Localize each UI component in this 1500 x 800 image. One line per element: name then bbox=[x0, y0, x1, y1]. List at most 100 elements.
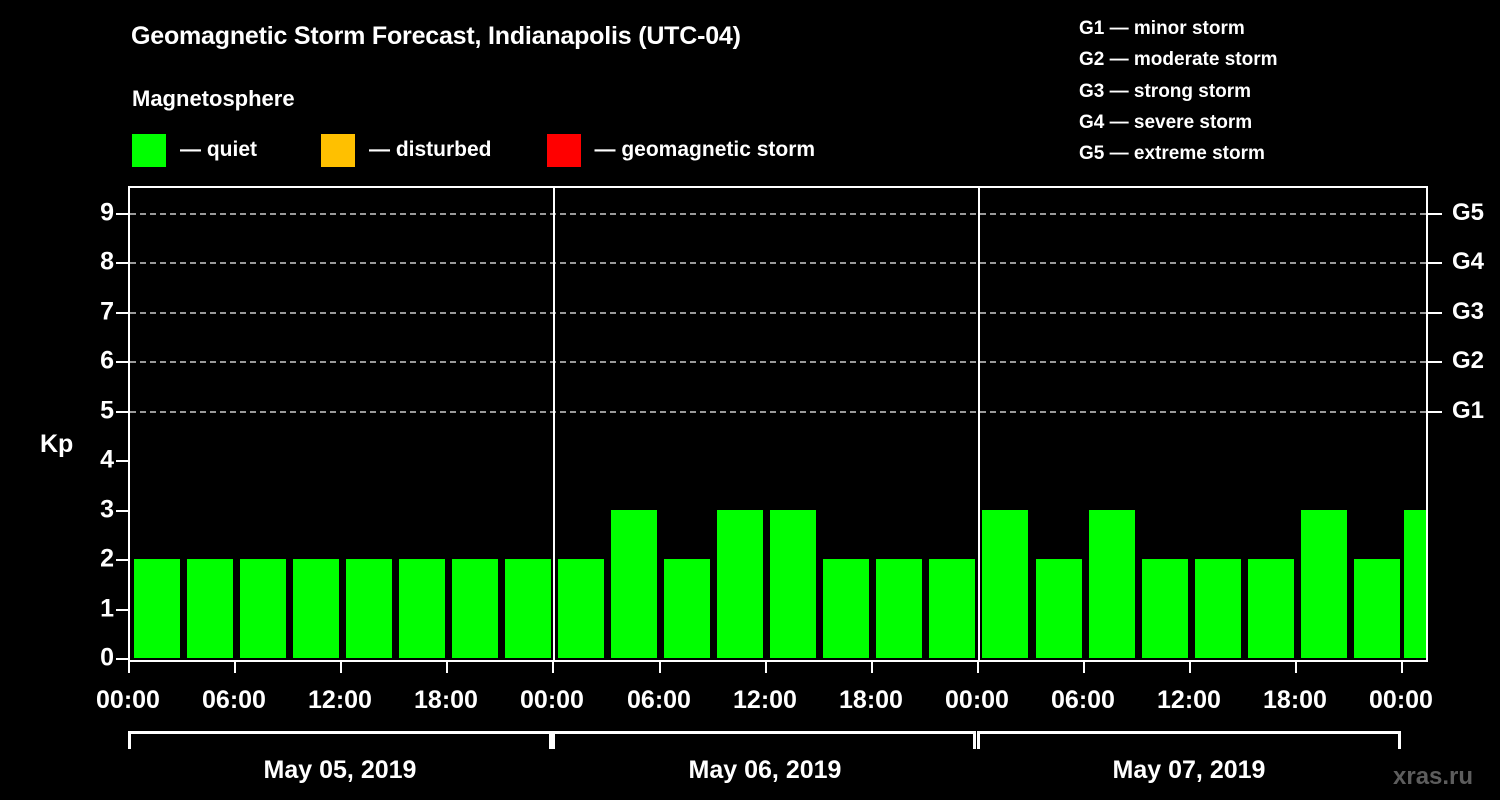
y-tick-2 bbox=[116, 559, 128, 562]
y-axis-title: Kp bbox=[40, 430, 74, 458]
day-separator bbox=[553, 188, 555, 660]
magnetosphere-label: Magnetosphere bbox=[132, 86, 295, 111]
bar bbox=[1036, 559, 1082, 658]
x-tick-label-1: 06:00 bbox=[202, 686, 266, 714]
legend: — quiet — disturbed — geomagnetic storm bbox=[132, 133, 815, 167]
bar bbox=[399, 559, 445, 658]
g-label-G4: G4 bbox=[1452, 248, 1485, 276]
bar bbox=[929, 559, 975, 658]
y-tick-label-3: 3 bbox=[100, 495, 114, 524]
red-square-swatch bbox=[546, 133, 581, 167]
x-tick-label-10: 12:00 bbox=[1157, 686, 1221, 714]
bar bbox=[664, 559, 710, 658]
g-scale-g5: G5 — extreme storm bbox=[1079, 143, 1265, 165]
y-tick-9 bbox=[116, 212, 128, 215]
x-tick-label-6: 12:00 bbox=[733, 686, 797, 714]
bar bbox=[346, 559, 392, 658]
x-tick-label-4: 00:00 bbox=[520, 686, 584, 714]
bar bbox=[134, 559, 180, 658]
x-tick-label-9: 06:00 bbox=[1051, 686, 1115, 714]
bar bbox=[876, 559, 922, 658]
x-tick-1 bbox=[234, 662, 236, 673]
x-tick-label-2: 12:00 bbox=[308, 686, 372, 714]
g-tick-G3 bbox=[1428, 311, 1442, 314]
g-tick-G1 bbox=[1428, 410, 1442, 413]
bar bbox=[293, 559, 339, 658]
date-bracket-2 bbox=[977, 731, 1401, 749]
bar bbox=[1248, 559, 1294, 658]
green-square-swatch bbox=[132, 133, 166, 167]
y-tick-1 bbox=[116, 608, 128, 611]
x-tick-3 bbox=[446, 662, 448, 673]
x-tick-10 bbox=[1189, 662, 1191, 673]
legend-item-quiet: — quiet bbox=[132, 133, 257, 167]
date-label-2: May 07, 2019 bbox=[1112, 756, 1266, 784]
bar bbox=[1354, 559, 1400, 658]
x-tick-5 bbox=[659, 662, 661, 673]
page-title: Geomagnetic Storm Forecast, Indianapolis… bbox=[131, 22, 741, 50]
x-tick-label-7: 18:00 bbox=[839, 686, 903, 714]
x-tick-label-3: 18:00 bbox=[414, 686, 478, 714]
bar bbox=[717, 510, 763, 658]
plot-inner bbox=[130, 188, 1426, 660]
day-separator bbox=[978, 188, 980, 660]
bar bbox=[240, 559, 286, 658]
y-tick-label-0: 0 bbox=[100, 643, 114, 672]
y-tick-label-6: 6 bbox=[100, 346, 114, 375]
bar bbox=[505, 559, 551, 658]
x-tick-8 bbox=[977, 662, 979, 673]
g-label-G3: G3 bbox=[1452, 297, 1485, 325]
x-tick-label-8: 00:00 bbox=[945, 686, 1009, 714]
y-tick-label-5: 5 bbox=[100, 396, 114, 425]
bar bbox=[1195, 559, 1241, 658]
x-tick-0 bbox=[128, 662, 130, 673]
gridline-kp-6 bbox=[130, 361, 1426, 364]
g-tick-G4 bbox=[1428, 262, 1442, 265]
x-tick-11 bbox=[1295, 662, 1297, 673]
legend-label-storm: — geomagnetic storm bbox=[594, 138, 816, 161]
y-tick-4 bbox=[116, 460, 128, 463]
gridline-kp-9 bbox=[130, 212, 1426, 215]
g-scale-g3: G3 — strong storm bbox=[1079, 80, 1252, 102]
y-tick-0 bbox=[116, 658, 128, 660]
g-scale-legend: G1 — minor storm G2 — moderate storm G3 … bbox=[1079, 13, 1278, 170]
gridline-kp-8 bbox=[130, 262, 1426, 265]
legend-label-disturbed: — disturbed bbox=[369, 138, 492, 161]
y-tick-label-7: 7 bbox=[100, 297, 114, 326]
bar bbox=[1404, 510, 1426, 658]
g-tick-G5 bbox=[1428, 212, 1442, 215]
g-label-G1: G1 bbox=[1452, 396, 1485, 424]
x-tick-9 bbox=[1083, 662, 1085, 673]
y-tick-8 bbox=[116, 262, 128, 265]
bar bbox=[1142, 559, 1188, 658]
legend-item-disturbed: — disturbed bbox=[321, 133, 492, 167]
y-tick-6 bbox=[116, 361, 128, 364]
x-tick-label-0: 00:00 bbox=[96, 686, 160, 714]
x-tick-6 bbox=[765, 662, 767, 673]
g-tick-G2 bbox=[1428, 361, 1442, 364]
y-tick-label-2: 2 bbox=[100, 544, 114, 573]
x-tick-12 bbox=[1401, 662, 1403, 673]
gridline-kp-7 bbox=[130, 311, 1426, 314]
g-scale-g4: G4 — severe storm bbox=[1079, 112, 1253, 134]
x-tick-label-11: 18:00 bbox=[1263, 686, 1327, 714]
x-tick-7 bbox=[871, 662, 873, 673]
bar bbox=[823, 559, 869, 658]
watermark: xras.ru bbox=[1393, 763, 1474, 790]
bar bbox=[452, 559, 498, 658]
y-tick-label-1: 1 bbox=[100, 594, 114, 623]
date-bracket-0 bbox=[128, 731, 552, 749]
bar bbox=[1301, 510, 1347, 658]
g-scale-g1: G1 — minor storm bbox=[1079, 18, 1245, 39]
plot-area bbox=[128, 186, 1428, 662]
x-tick-label-5: 06:00 bbox=[627, 686, 691, 714]
bar bbox=[982, 510, 1028, 658]
date-bracket-1 bbox=[552, 731, 976, 749]
y-tick-7 bbox=[116, 311, 128, 314]
y-tick-3 bbox=[116, 509, 128, 512]
g-scale-g2: G2 — moderate storm bbox=[1079, 49, 1278, 71]
bar bbox=[558, 559, 604, 658]
y-tick-label-4: 4 bbox=[100, 445, 114, 474]
legend-label-quiet: — quiet bbox=[180, 138, 257, 161]
